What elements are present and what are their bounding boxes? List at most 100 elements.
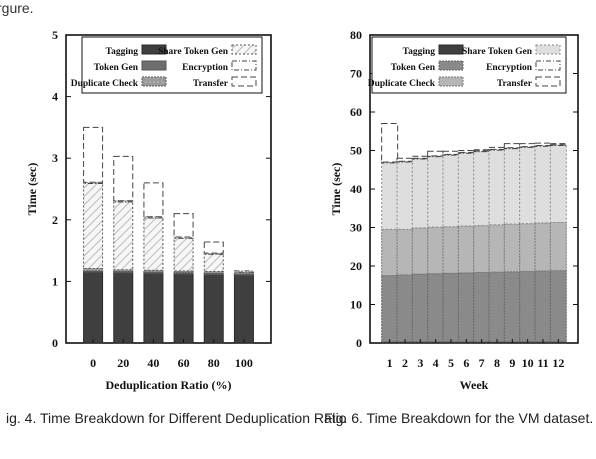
bar-segment-token-gen [488, 271, 506, 343]
bar-segment-duplicate-check [534, 222, 552, 272]
x-tick-label: 10 [522, 356, 534, 370]
plot-frame [65, 34, 272, 344]
legend-label-encryption: Encryption [182, 63, 229, 73]
y-tick-label: 0 [52, 336, 58, 350]
bar-segment-encryption [83, 181, 104, 184]
y-tick-label: 40 [350, 182, 362, 196]
bar-segment-duplicate-check [473, 225, 491, 274]
bar-segment-transfer [534, 142, 552, 146]
legend-swatch-share-token-gen [535, 44, 561, 55]
x-tick-label: 80 [208, 356, 220, 370]
bar-segment-token-gen [473, 272, 491, 343]
bar-segment-encryption [113, 200, 134, 203]
legend-label-encryption: Encryption [486, 63, 533, 73]
legend-label-share-token-gen: Share Token Gen [158, 47, 229, 57]
bar-segment-duplicate-check [381, 228, 399, 277]
legend-swatch-duplicate-check [141, 76, 167, 87]
y-tick-label: 4 [52, 90, 58, 104]
bar-segment-share-token-gen [83, 182, 104, 269]
chart-vm-dataset: 1 2 3 4 5 6 7 8 9 10 11 1201020304050607080WeekTime… [329, 28, 579, 392]
legend-swatch-token-gen [438, 60, 464, 71]
y-tick-label: 10 [350, 298, 362, 312]
x-tick-label: 4 [433, 356, 439, 370]
bar-segment-encryption [233, 270, 254, 273]
legend-label-duplicate-check: Duplicate Check [368, 79, 436, 89]
bar-segment-share-token-gen [173, 237, 194, 272]
bar-segment-token-gen [381, 275, 399, 343]
bar-segment-token-gen [549, 270, 567, 343]
bar-segment-encryption [143, 216, 164, 219]
y-tick-label: 70 [350, 67, 362, 81]
bar-segment-tagging [203, 274, 224, 344]
figure-caption-left: ig. 4. Time Breakdown for Different Dedu… [6, 410, 347, 426]
legend-swatch-encryption [535, 60, 561, 71]
y-tick-label: 3 [52, 151, 58, 165]
bar-segment-share-token-gen [488, 149, 506, 226]
bar-segment-share-token-gen [457, 152, 475, 227]
legend-label-tagging: Tagging [106, 47, 139, 57]
bar-segment-transfer [427, 150, 445, 157]
bar-segment-token-gen [427, 273, 445, 343]
y-tick-label: 50 [350, 144, 362, 158]
bar-segment-share-token-gen [519, 146, 537, 225]
legend-label-token-gen: Token Gen [94, 63, 139, 73]
x-tick-label: 11 [537, 356, 548, 370]
bar-segment-transfer [457, 150, 475, 153]
bar-segment-token-gen [534, 270, 552, 343]
bar-segment-token-gen [457, 272, 475, 343]
bar-segment-share-token-gen [503, 148, 521, 225]
x-tick-label: 7 [479, 356, 485, 370]
y-tick-label: 80 [350, 28, 362, 42]
x-tick-label: 1 [387, 356, 393, 370]
bar-segment-duplicate-check [519, 223, 537, 272]
x-tick-label: 5 [448, 356, 454, 370]
x-tick-label: 2 [402, 356, 408, 370]
y-axis-label: Time (sec) [25, 163, 39, 216]
bar-segment-encryption [173, 236, 194, 239]
chart-dedup-ratio: 0 20 40 60 80 100 0 1 2 3 4 5 Deduplication Ratio (%… [25, 28, 272, 392]
bar-segment-transfer [143, 182, 164, 218]
bar-segment-transfer [488, 146, 506, 150]
bar-segment-transfer [549, 143, 567, 146]
bar-segment-token-gen [503, 271, 521, 343]
y-tick-label: 5 [52, 28, 58, 42]
bar-segment-share-token-gen [143, 217, 164, 271]
bar-segment-duplicate-check [442, 226, 460, 274]
bar-segment-share-token-gen [442, 154, 460, 228]
x-tick-label: 0 [90, 356, 96, 370]
y-axis-label: Time (sec) [329, 163, 343, 216]
legend-box [371, 36, 567, 94]
bar-segment-transfer [411, 155, 429, 159]
bar-segment-tagging [83, 271, 104, 344]
bar-segment-share-token-gen [427, 156, 445, 228]
bar-segment-share-token-gen [549, 144, 567, 223]
x-tick-label: 9 [509, 356, 515, 370]
bar-segment-transfer [173, 213, 194, 238]
y-tick-label: 2 [52, 213, 58, 227]
y-tick-label: 60 [350, 105, 362, 119]
y-tick-label: 0 [356, 336, 362, 350]
legend-label-tagging: Tagging [403, 47, 436, 57]
y-tick-label: 1 [52, 274, 58, 288]
bar-segment-duplicate-check [457, 225, 475, 274]
bar-segment-token-gen [411, 273, 429, 343]
legend-label-duplicate-check: Duplicate Check [71, 79, 139, 89]
x-tick-label: 8 [494, 356, 500, 370]
page-top-text: rgure. [0, 0, 34, 16]
y-tick-label: 30 [350, 221, 362, 235]
figure-caption-right: Fig. 6. Time Breakdown for the VM datase… [324, 410, 594, 426]
bar-segment-tagging [173, 273, 194, 344]
legend-swatch-tagging [141, 44, 167, 55]
bar-segment-tagging [143, 272, 164, 344]
bar-segment-duplicate-check [427, 226, 445, 275]
bar-segment-transfer [473, 149, 491, 152]
bar-segment-duplicate-check [411, 227, 429, 275]
bar-segment-transfer [442, 150, 460, 155]
x-axis-label: Week [460, 378, 489, 392]
x-tick-label: 6 [463, 356, 469, 370]
x-tick-label: 20 [117, 356, 129, 370]
legend-swatch-share-token-gen [231, 44, 257, 55]
bar-segment-tagging [233, 274, 254, 344]
bar-segment-transfer [113, 155, 134, 202]
bar-segment-token-gen [442, 272, 460, 343]
